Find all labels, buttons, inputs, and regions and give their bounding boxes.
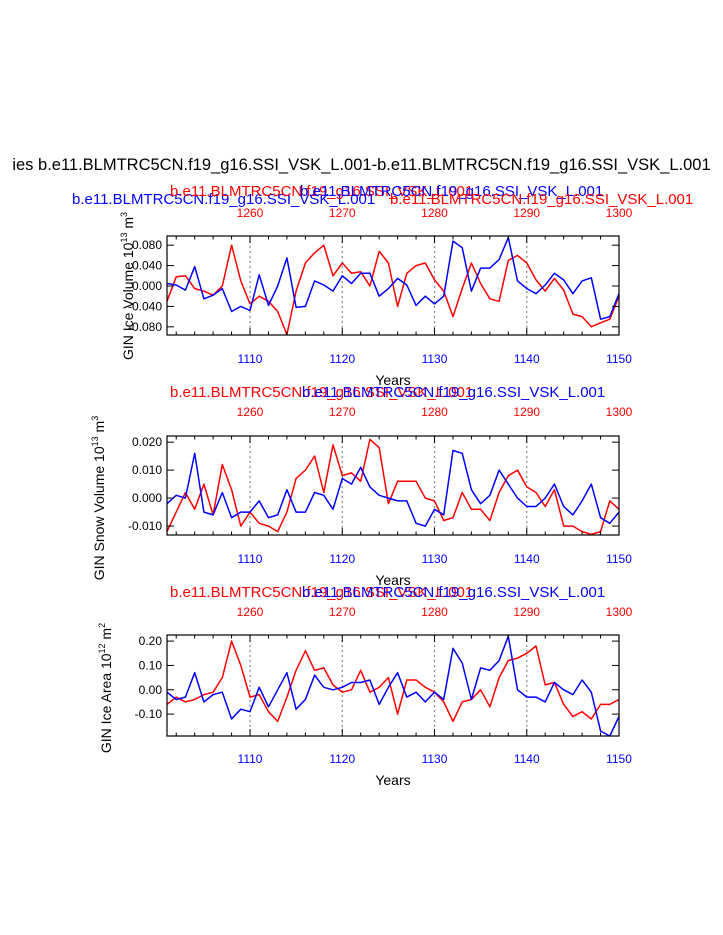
x-tick-label-top: 1260 xyxy=(237,405,264,419)
chart-panel-3: -0.10 0.00 0.10 0.20 1110 1120 1130 1140 1150 126… xyxy=(97,584,633,788)
series-line-blue xyxy=(166,449,620,527)
plot-frame xyxy=(166,235,620,336)
x-axis-label: Years xyxy=(375,372,410,388)
series-line-blue xyxy=(166,236,620,320)
series-line-red xyxy=(166,640,620,723)
x-tick-label-top: 1290 xyxy=(513,206,540,220)
y-tick-label: 0.080 xyxy=(132,238,162,252)
series-line-red xyxy=(166,438,620,536)
series-title-red: b.e11.BLMTRC5CN.f19_g16.SSI_VSK_L.001 xyxy=(170,183,473,200)
x-tick-label-top: 1260 xyxy=(237,605,264,619)
x-tick-label-bottom: 1140 xyxy=(514,552,540,566)
y-tick-label: -0.10 xyxy=(135,707,163,721)
y-tick-label: 0.010 xyxy=(132,463,162,477)
x-axis-label: Years xyxy=(375,772,410,788)
y-axis-label: GIN Snow Volume 1013 m3 xyxy=(90,416,107,580)
x-tick-label-top: 1270 xyxy=(329,206,356,220)
x-tick-label-top: 1280 xyxy=(421,206,448,220)
x-tick-label-bottom: 1110 xyxy=(238,552,263,566)
series-title-red: b.e11.BLMTRC5CN.f19_g16.SSI_VSK_L.001 xyxy=(170,384,473,401)
chart-panel-2: -0.010 0.000 0.010 0.020 1110 1120 1130 1140 115… xyxy=(90,384,633,588)
y-tick-label: 0.20 xyxy=(139,634,163,648)
y-tick-label: 0.000 xyxy=(132,279,162,293)
plot-frame xyxy=(166,634,620,737)
y-axis-label: GIN Ice Area 1012 m2 xyxy=(97,623,114,753)
x-tick-label-top: 1270 xyxy=(329,405,356,419)
x-tick-label-top: 1290 xyxy=(513,405,540,419)
x-tick-label-bottom: 1120 xyxy=(329,352,355,366)
y-tick-label: -0.010 xyxy=(128,519,162,533)
x-tick-label-bottom: 1130 xyxy=(422,752,448,766)
x-tick-label-top: 1260 xyxy=(237,206,264,220)
x-tick-label-bottom: 1150 xyxy=(606,752,632,766)
series-title-blue: b.e11.BLMTRC5CN.f19_g16.SSI_VSK_L.001 xyxy=(302,584,605,601)
x-tick-label-bottom: 1110 xyxy=(238,352,263,366)
y-axis-label: GIN Ice Volume 1013 m3 xyxy=(119,212,136,360)
series-line-red xyxy=(166,244,620,336)
y-tick-label: -0.040 xyxy=(128,299,162,313)
x-tick-label-top: 1280 xyxy=(421,605,448,619)
figure-main-title: ies b.e11.BLMTRC5CN.f19_g16.SSI_VSK_L.00… xyxy=(12,156,711,174)
series-title-red: b.e11.BLMTRC5CN.f19_g16.SSI_VSK_L.001 xyxy=(390,191,693,208)
series-title-blue: b.e11.BLMTRC5CN.f19_g16.SSI_VSK_L.001 xyxy=(300,183,603,200)
x-tick-label-bottom: 1130 xyxy=(422,552,448,566)
x-tick-label-bottom: 1140 xyxy=(514,352,540,366)
x-tick-label-top: 1280 xyxy=(421,405,448,419)
y-tick-label: 0.00 xyxy=(139,683,163,697)
series-title-blue: b.e11.BLMTRC5CN.f19_g16.SSI_VSK_L.001 xyxy=(72,191,375,208)
x-tick-label-bottom: 1140 xyxy=(514,752,540,766)
y-tick-label: 0.000 xyxy=(132,491,162,505)
x-tick-label-bottom: 1150 xyxy=(606,352,632,366)
y-tick-label: 0.020 xyxy=(132,435,162,449)
y-tick-label: 0.10 xyxy=(139,658,163,672)
series-title-blue: b.e11.BLMTRC5CN.f19_g16.SSI_VSK_L.001 xyxy=(302,384,605,401)
series-line-blue xyxy=(166,635,620,737)
x-tick-label-top: 1270 xyxy=(329,605,356,619)
x-tick-label-top: 1290 xyxy=(513,605,540,619)
y-tick-label: 0.040 xyxy=(132,259,162,273)
plot-frame xyxy=(166,435,620,536)
x-tick-label-bottom: 1130 xyxy=(422,352,448,366)
x-tick-label-top: 1300 xyxy=(606,405,633,419)
y-tick-label: -0.080 xyxy=(128,320,162,334)
x-tick-label-top: 1300 xyxy=(606,206,633,220)
x-tick-label-top: 1300 xyxy=(606,605,633,619)
chart-panel-1: -0.080 -0.040 0.000 0.040 0.080 1110 1120 1130 1… xyxy=(72,183,693,388)
series-title-red: b.e11.BLMTRC5CN.f19_g16.SSI_VSK_L.001 xyxy=(170,584,473,601)
x-tick-label-bottom: 1120 xyxy=(329,752,355,766)
x-tick-label-bottom: 1150 xyxy=(606,552,632,566)
x-axis-label: Years xyxy=(375,572,410,588)
x-tick-label-bottom: 1110 xyxy=(238,752,263,766)
x-tick-label-bottom: 1120 xyxy=(329,552,355,566)
